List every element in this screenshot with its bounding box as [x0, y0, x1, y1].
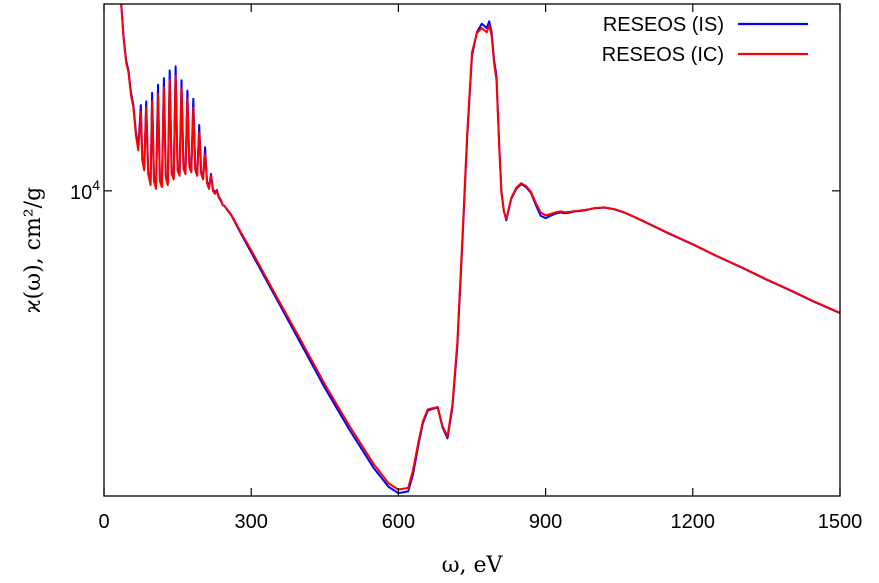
- series-line-ic: [120, 4, 840, 491]
- y-tick-exp: 4: [92, 177, 100, 193]
- legend: RESEOS (IS) RESEOS (IC): [602, 14, 808, 66]
- x-tick-label: 600: [382, 511, 415, 533]
- y-tick-label: 104: [70, 177, 100, 204]
- x-tick-label: 300: [235, 511, 268, 533]
- y-axis-title: ϰ(ω), cm²/g: [21, 187, 46, 313]
- y-tick-base: 10: [70, 182, 92, 204]
- x-axis-title: ω, eV: [442, 553, 504, 578]
- x-tick-label: 0: [98, 511, 109, 533]
- series-layer: [120, 4, 840, 495]
- x-ticks: 0 300 600 900 1200 1500: [98, 4, 862, 533]
- x-tick-label: 900: [529, 511, 562, 533]
- x-tick-label: 1500: [818, 511, 863, 533]
- legend-label-ic: RESEOS (IC): [602, 44, 724, 66]
- series-line-is: [120, 4, 840, 495]
- y-ticks: 104: [70, 177, 840, 204]
- legend-label-is: RESEOS (IS): [603, 14, 724, 36]
- x-tick-label: 1200: [671, 511, 716, 533]
- plot-frame: [103, 3, 841, 497]
